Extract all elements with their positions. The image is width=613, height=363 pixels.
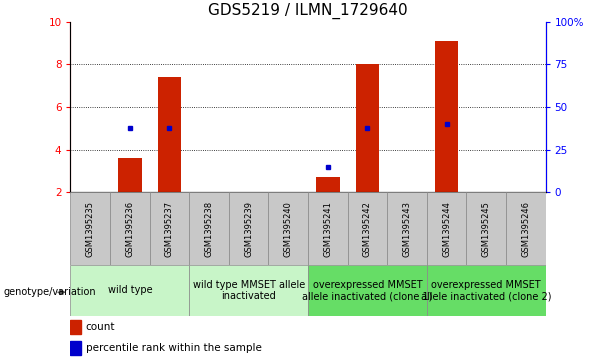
Bar [435,41,459,192]
Bar [356,65,379,192]
Text: GSM1395236: GSM1395236 [126,201,134,257]
Bar [427,265,546,316]
Bar [316,178,340,192]
Bar [268,192,308,265]
Text: GSM1395238: GSM1395238 [205,201,213,257]
Bar [189,265,308,316]
Bar [387,192,427,265]
Bar [70,320,81,334]
Bar [229,192,268,265]
Bar [70,341,81,355]
Bar [348,192,387,265]
Text: count: count [86,322,115,332]
Bar [158,77,181,192]
Text: GSM1395243: GSM1395243 [403,201,411,257]
Bar [427,192,466,265]
Text: GSM1395245: GSM1395245 [482,201,490,257]
Text: GSM1395242: GSM1395242 [363,201,372,257]
Bar [308,192,348,265]
Text: GSM1395235: GSM1395235 [86,201,95,257]
Text: GSM1395237: GSM1395237 [165,201,174,257]
Bar [70,192,110,265]
Text: genotype/variation: genotype/variation [3,287,96,297]
Bar [466,192,506,265]
Bar [110,192,150,265]
Bar [150,192,189,265]
Text: wild type MMSET allele
inactivated: wild type MMSET allele inactivated [192,280,305,301]
Bar [308,265,427,316]
Text: GSM1395239: GSM1395239 [244,201,253,257]
Bar [189,192,229,265]
Bar [506,192,546,265]
Bar [70,265,189,316]
Text: GSM1395244: GSM1395244 [442,201,451,257]
Text: GSM1395246: GSM1395246 [521,201,530,257]
Title: GDS5219 / ILMN_1729640: GDS5219 / ILMN_1729640 [208,3,408,19]
Bar [118,158,142,192]
Text: wild type: wild type [107,285,152,295]
Text: percentile rank within the sample: percentile rank within the sample [86,343,262,353]
Text: overexpressed MMSET
allele inactivated (clone 2): overexpressed MMSET allele inactivated (… [421,280,552,301]
Text: GSM1395240: GSM1395240 [284,201,293,257]
Text: GSM1395241: GSM1395241 [323,201,332,257]
Text: overexpressed MMSET
allele inactivated (clone 1): overexpressed MMSET allele inactivated (… [302,280,433,301]
